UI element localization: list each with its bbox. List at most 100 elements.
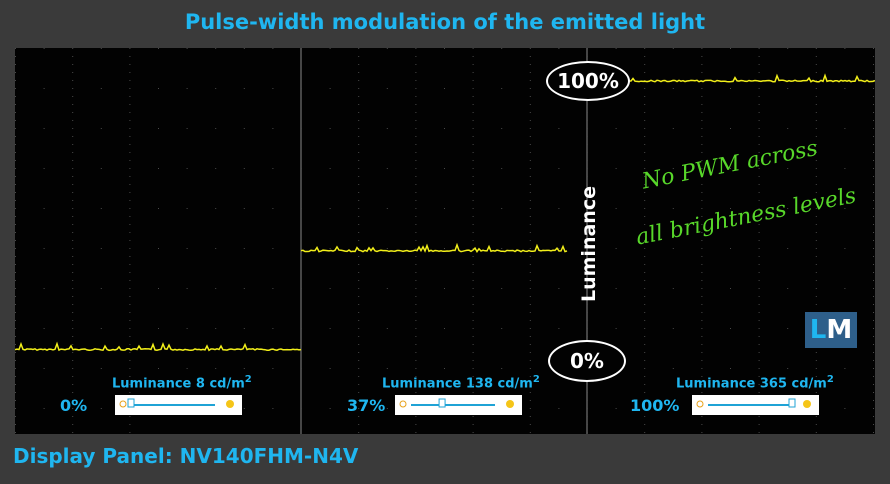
grid-dot [129, 224, 131, 225]
grid-dot [873, 160, 874, 161]
grid-dot [415, 216, 417, 217]
grid-dot [358, 224, 360, 225]
grid-dot [129, 272, 131, 273]
grid-dot [15, 160, 16, 161]
grid-dot [873, 152, 874, 153]
grid-dot [701, 256, 703, 257]
grid-dot [529, 192, 531, 193]
grid-dot [758, 352, 760, 353]
grid-dot [730, 248, 731, 249]
grid-dot [587, 208, 588, 209]
grid-dot [844, 48, 846, 49]
grid-dot [15, 312, 16, 313]
grid-dot [72, 208, 74, 209]
grid-dot [701, 128, 703, 129]
grid-dot [415, 96, 417, 97]
grid-dot [72, 48, 74, 49]
grid-dot [587, 408, 588, 409]
grid-dot [415, 424, 417, 425]
grid-dot [358, 168, 360, 169]
grid-dot [815, 88, 817, 89]
grid-dot [100, 168, 102, 169]
grid-dot [72, 368, 74, 369]
grid-dot [72, 80, 74, 81]
trace-100% [626, 73, 875, 83]
grid-dot [672, 168, 674, 169]
grid-dot [758, 328, 760, 329]
grid-dot [472, 280, 474, 281]
traces [15, 73, 875, 352]
grid-dot [758, 192, 760, 193]
grid-dot [243, 368, 245, 369]
grid-dot [415, 168, 417, 169]
grid-dot [672, 248, 674, 249]
grid-dot [472, 112, 474, 113]
grid-dot [272, 48, 274, 49]
grid-dot [472, 416, 474, 417]
grid-dot [758, 128, 760, 129]
grid-dot [15, 424, 16, 425]
grid-dot [15, 64, 16, 65]
grid-dot [844, 88, 846, 89]
trace-0% [15, 341, 302, 352]
grid-dot [873, 336, 874, 337]
grid-dot [644, 392, 646, 393]
grid-dot [873, 200, 874, 201]
grid-dot [43, 248, 45, 249]
grid-dot [701, 240, 703, 241]
grid-dot [15, 344, 16, 345]
grid-dot [787, 128, 789, 129]
grid-dot [701, 344, 703, 345]
grid-dot [100, 48, 102, 49]
grid-dot [72, 408, 74, 409]
grid-dot [444, 368, 445, 369]
grid-dot [472, 264, 474, 265]
grid-dot [43, 88, 45, 89]
grid-dot [43, 208, 45, 209]
grid-dot [72, 232, 74, 233]
grid-dot [529, 48, 531, 49]
grid-dot [72, 240, 74, 241]
grid-dot [587, 224, 588, 225]
grid-dot [758, 136, 760, 137]
grid-dot [358, 344, 360, 345]
grid-dot [72, 88, 74, 89]
grid-dot [701, 200, 703, 201]
grid-dot [701, 136, 703, 137]
grid-dot [15, 296, 16, 297]
grid-dot [644, 160, 646, 161]
grid-dot [243, 408, 245, 409]
grid-dot [701, 296, 703, 297]
grid-dot [358, 64, 360, 65]
grid-dot [758, 240, 760, 241]
grid-dot [701, 312, 703, 313]
grid-dot [701, 392, 703, 393]
grid-dot [701, 432, 703, 433]
grid-dot [529, 96, 531, 97]
grid-dot [873, 280, 874, 281]
grid-dot [15, 400, 16, 401]
grid-dot [815, 168, 817, 169]
grid-dot [129, 216, 131, 217]
grid-dot [72, 192, 74, 193]
grid-dot [730, 128, 731, 129]
grid-dot [358, 96, 360, 97]
grid-dot [472, 360, 474, 361]
grid-dot [72, 56, 74, 57]
grid-dot [129, 280, 131, 281]
grid-dot [358, 248, 360, 249]
grid-dot [415, 224, 417, 225]
grid-dot [358, 424, 360, 425]
grid-dot [72, 320, 74, 321]
grid-dot [873, 344, 874, 345]
grid-dot [644, 88, 646, 89]
grid-dot [558, 168, 560, 169]
grid-dot [415, 272, 417, 273]
grid-dot [873, 240, 874, 241]
grid-dot [644, 184, 646, 185]
grid-dot [415, 80, 417, 81]
grid-dot [529, 328, 531, 329]
grid-dot [301, 408, 302, 409]
grid-dot [873, 352, 874, 353]
grid-dot [129, 168, 131, 169]
